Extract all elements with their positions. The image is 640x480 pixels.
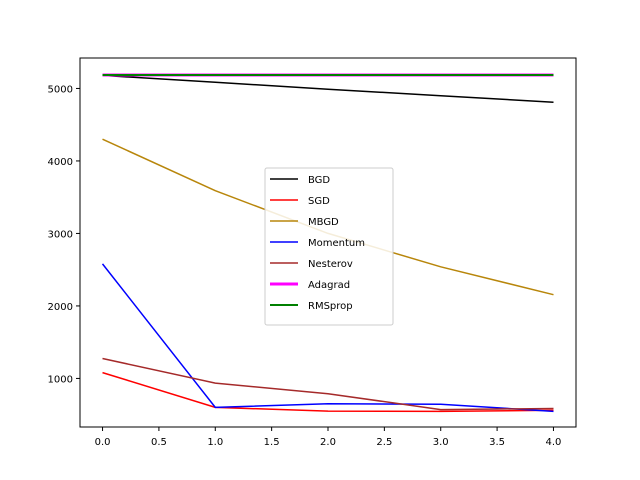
series-line-bgd xyxy=(102,74,554,103)
x-tick-label: 2.0 xyxy=(320,437,336,448)
x-tick-label: 0.0 xyxy=(95,437,111,448)
x-tick-label: 3.0 xyxy=(433,437,449,448)
legend: BGD SGD MBGD Momentum Nesterov Adagrad RMSprop xyxy=(264,167,394,326)
legend-label-nesterov: Nesterov xyxy=(308,259,353,270)
legend-label-sgd: SGD xyxy=(308,196,330,207)
legend-label-bgd: BGD xyxy=(308,175,330,186)
x-tick-label: 1.0 xyxy=(207,437,223,448)
legend-label-momentum: Momentum xyxy=(308,238,365,249)
series-line-nesterov xyxy=(102,357,554,411)
series-line-sgd xyxy=(102,371,554,413)
x-tick-label: 2.5 xyxy=(376,437,392,448)
legend-label-adagrad: Adagrad xyxy=(308,280,350,291)
series-line-momentum xyxy=(101,263,554,413)
y-tick-label: 3000 xyxy=(48,229,73,240)
y-tick-label: 5000 xyxy=(48,84,73,95)
x-tick-label: 3.5 xyxy=(489,437,505,448)
legend-label-mbgd: MBGD xyxy=(308,217,339,228)
y-tick-label: 1000 xyxy=(48,374,73,385)
x-tick-label: 1.5 xyxy=(264,437,280,448)
y-tick-label: 2000 xyxy=(48,302,73,313)
y-tick-label: 4000 xyxy=(48,157,73,168)
y-axis: 1000 2000 3000 4000 5000 xyxy=(48,84,80,385)
legend-box xyxy=(264,167,394,326)
x-tick-label: 4.0 xyxy=(546,437,562,448)
x-axis: 0.0 0.5 1.0 1.5 2.0 2.5 3.0 3.5 4.0 xyxy=(95,427,562,448)
legend-label-rmsprop: RMSprop xyxy=(308,301,353,312)
x-tick-label: 0.5 xyxy=(151,437,167,448)
